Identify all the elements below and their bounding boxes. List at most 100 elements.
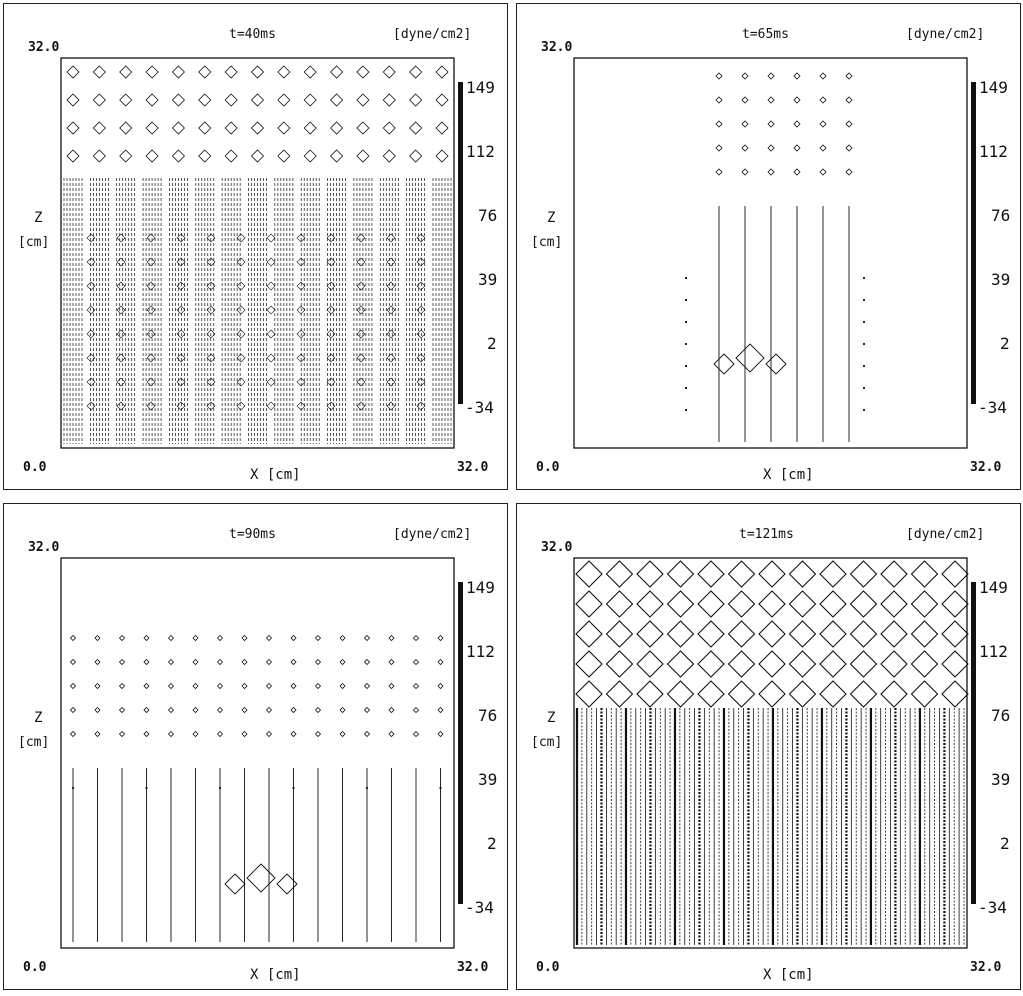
- contour-diamond: [290, 682, 297, 690]
- z-max-label: 32.0: [541, 540, 572, 555]
- contour-diamond: [198, 65, 212, 79]
- contour-diamond: [326, 257, 336, 267]
- contour-diamond: [206, 401, 216, 411]
- contour-diamond: [697, 560, 725, 588]
- contour-diamond: [236, 305, 246, 315]
- colorbar-label: 39: [991, 770, 1010, 789]
- contour-diamond: [171, 93, 185, 107]
- colorbar-label: 112: [466, 142, 495, 161]
- contour-diamond: [605, 590, 634, 618]
- contour-diamond: [290, 634, 297, 642]
- contour-diamond: [713, 353, 735, 375]
- contour-diamond: [339, 706, 346, 714]
- contour-diamond: [266, 257, 276, 267]
- contour-diamond: [605, 620, 634, 648]
- contour-diamond: [765, 353, 787, 375]
- contour-diamond: [727, 590, 756, 618]
- z-max-label: 32.0: [28, 540, 59, 555]
- contour-diamond: [92, 121, 106, 135]
- contour-diamond: [92, 65, 106, 79]
- contour-diamond: [819, 120, 827, 128]
- contour-diamond: [941, 680, 969, 708]
- contour-diamond: [266, 305, 276, 315]
- contour-diamond: [250, 65, 265, 79]
- contour-diamond: [192, 634, 199, 642]
- contour-diamond: [236, 401, 246, 411]
- contour-diamond: [119, 65, 133, 79]
- contour-diamond: [326, 401, 336, 411]
- contour-diamond: [941, 560, 969, 588]
- contour-diamond: [118, 682, 126, 690]
- contour-diamond: [412, 634, 420, 642]
- plot-title: t=121ms: [739, 527, 794, 542]
- contour-diamond: [119, 93, 133, 107]
- contour-diamond: [727, 620, 756, 648]
- contour-diamond: [250, 149, 265, 163]
- contour-diamond: [250, 121, 265, 135]
- contour-diamond: [819, 144, 827, 152]
- contour-diamond: [910, 590, 939, 618]
- plot-area: [60, 57, 455, 449]
- contour-diamond: [356, 257, 366, 267]
- contour-diamond: [277, 121, 291, 135]
- x-max-label: 32.0: [457, 460, 488, 475]
- contour-diamond: [290, 730, 297, 738]
- contour-diamond: [326, 329, 336, 339]
- contour-diamond: [176, 257, 186, 267]
- contour-diamond: [167, 634, 175, 642]
- contour-diamond: [296, 377, 306, 387]
- contour-diamond: [339, 634, 346, 642]
- contour-diamond: [819, 620, 847, 648]
- contour-diamond: [265, 658, 273, 666]
- contour-plot-t40: t=40ms [dyne/cm2] 32.0 0.0 32.0 X [cm] Z…: [18, 27, 497, 483]
- contour-diamond: [356, 281, 366, 291]
- contour-diamond: [575, 560, 603, 588]
- contour-diamond: [741, 168, 749, 176]
- colorbar-label: 76: [478, 206, 497, 225]
- contour-diamond: [819, 96, 827, 104]
- x-max-label: 32.0: [457, 960, 488, 975]
- contour-diamond: [910, 560, 939, 588]
- contour-diamond: [66, 149, 80, 163]
- plot-title: t=40ms: [229, 27, 276, 42]
- contour-diamond: [435, 65, 449, 79]
- contour-diamond: [198, 121, 212, 135]
- contour-diamond: [386, 377, 396, 387]
- contour-diamond: [412, 706, 420, 714]
- contour-diamond: [715, 120, 723, 128]
- contour-diamond: [192, 706, 199, 714]
- contour-diamond: [363, 682, 371, 690]
- contour-diamond: [326, 233, 336, 243]
- contour-diamond: [910, 620, 939, 648]
- contour-diamond: [819, 560, 847, 588]
- colorbar-label: 149: [466, 578, 495, 597]
- contour-diamond: [171, 65, 185, 79]
- contour-diamond: [167, 682, 175, 690]
- contour-diamond: [330, 121, 344, 135]
- contour-diamond: [416, 353, 426, 363]
- contour-diamond: [575, 620, 603, 648]
- contour-dot: [862, 386, 866, 390]
- contour-diamond: [363, 730, 371, 738]
- contour-diamond: [666, 650, 695, 678]
- contour-diamond: [246, 863, 276, 893]
- contour-diamond: [382, 121, 396, 135]
- contour-diamond: [363, 658, 371, 666]
- contour-diamond: [435, 93, 449, 107]
- contour-diamond: [146, 281, 156, 291]
- z-axis-unit: [cm]: [18, 735, 49, 750]
- contours: [63, 65, 452, 444]
- contour-diamond: [171, 121, 185, 135]
- contour-diamond: [250, 93, 265, 107]
- contour-diamond: [849, 560, 878, 588]
- contour-diamond: [116, 401, 126, 411]
- contour-diamond: [339, 682, 346, 690]
- contour-diamond: [326, 305, 336, 315]
- contour-diamond: [94, 682, 101, 690]
- plot-area: [60, 557, 455, 949]
- plot-title: t=90ms: [229, 527, 276, 542]
- contour-diamond: [86, 281, 96, 291]
- contour-diamond: [94, 634, 101, 642]
- contour-diamond: [697, 620, 725, 648]
- contour-diamond: [146, 377, 156, 387]
